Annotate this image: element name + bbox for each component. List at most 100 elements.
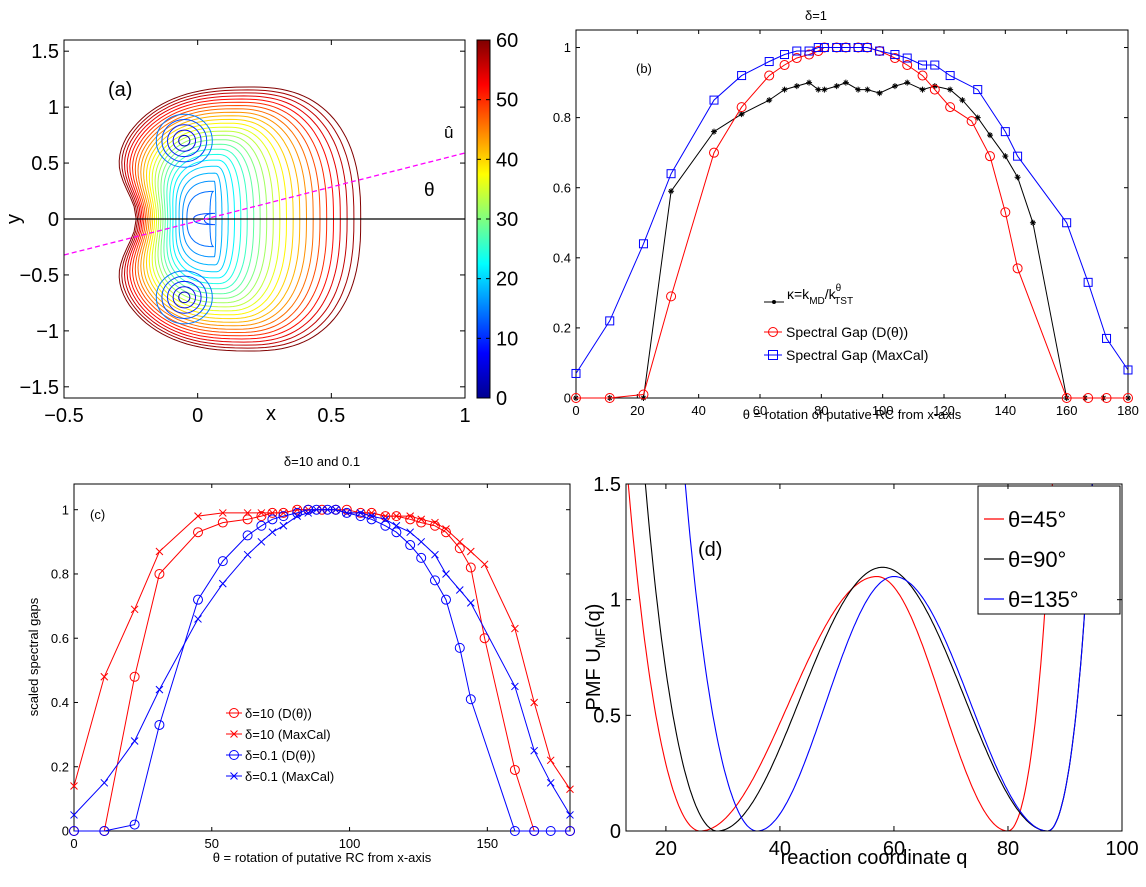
panel-c-line-chart: δ=10 and 0.1 (c) 0 50 100 150 0 0.2 0.4 0.6 0.8 1… — [26, 454, 575, 865]
data-point — [1013, 151, 1023, 161]
y-tick-label: 0.4 — [51, 695, 69, 710]
data-point — [904, 79, 911, 86]
data-point — [312, 505, 321, 514]
panel-d-line-chart: (d) reaction coordinate q PMF UMF(q) θ=4… — [583, 474, 1139, 869]
panel-c-label: (c) — [90, 507, 105, 522]
colorbar-tick-label: 20 — [496, 269, 518, 291]
data-point — [442, 525, 450, 533]
y-tick-label: 1.5 — [593, 474, 621, 496]
data-point — [267, 514, 278, 525]
data-point — [130, 605, 139, 614]
x-tick-label: 20 — [655, 838, 677, 860]
data-point — [945, 71, 955, 81]
colorbar-tick-label: 50 — [496, 90, 518, 112]
well-contour — [178, 291, 191, 304]
panel-b-legend: κ=kMD/kθ TST Spectral Gap (D(θ)) Spectral… — [764, 283, 928, 363]
data-point — [303, 504, 314, 515]
data-point — [243, 509, 252, 517]
x-tick-label: 0 — [70, 836, 77, 851]
data-point — [356, 509, 365, 517]
theta-annotation: θ — [424, 180, 435, 201]
data-point — [985, 151, 995, 162]
panel-b-line-chart: δ=1 (b) 0 20 40 60 80 100 120 140 160 180 0 0.2 0.4 0… — [553, 8, 1139, 422]
data-point — [666, 169, 676, 179]
data-point — [891, 83, 898, 90]
data-point — [709, 147, 719, 158]
data-point — [466, 599, 475, 607]
data-point — [323, 505, 332, 514]
data-point — [465, 694, 476, 705]
x-tick-label: 100 — [339, 836, 361, 851]
data-point — [465, 562, 476, 573]
data-point — [416, 552, 427, 563]
colorbar-tick-label: 40 — [496, 149, 518, 171]
data-point — [279, 521, 288, 530]
data-point — [256, 511, 267, 522]
y-tick-label: −1.5 — [20, 377, 59, 399]
series-line — [576, 47, 1128, 399]
panel-b-xlabel: θ = rotation of putative RC from x-axis — [743, 407, 962, 422]
data-point — [392, 512, 401, 520]
panel-c-axes — [73, 483, 571, 832]
data-point — [638, 389, 649, 400]
data-point — [605, 316, 615, 326]
data-point — [278, 511, 289, 522]
panel-a-label: (a) — [108, 79, 132, 101]
data-point — [711, 128, 717, 135]
data-point — [509, 826, 520, 836]
panel-c-xlabel: θ = rotation of putative RC from x-axis — [213, 850, 432, 865]
data-point — [69, 826, 79, 836]
y-tick-label: 0.5 — [593, 705, 621, 727]
data-point — [1102, 333, 1112, 343]
panel-b-label: (b) — [636, 61, 652, 76]
data-point — [1083, 277, 1093, 287]
legend-label: δ=10 (D(θ)) — [245, 706, 312, 721]
x-tick-label: 80 — [814, 403, 828, 418]
data-point — [243, 550, 252, 559]
y-tick-label: 0 — [62, 824, 69, 839]
well-contour — [167, 280, 202, 314]
y-tick-label: 0.6 — [553, 180, 571, 195]
data-point — [1083, 393, 1094, 403]
data-point — [129, 819, 140, 830]
panel-d-label: (d) — [698, 539, 722, 561]
y-tick-label: 0 — [48, 209, 59, 231]
y-tick-label: 0.6 — [51, 631, 69, 646]
panel-a-contour: (a) û θ −0.5 0 0.5 1−1.5−1−0.500.511.5 x y … — [3, 30, 518, 427]
data-point — [367, 512, 376, 520]
x-tick-label: 150 — [476, 836, 498, 851]
data-point — [1123, 393, 1133, 403]
well-contour — [167, 124, 202, 158]
series-line — [576, 82, 1128, 399]
data-point — [218, 509, 227, 517]
data-point — [930, 60, 940, 70]
pmf-curve — [684, 484, 1093, 831]
data-point — [815, 86, 822, 93]
data-point — [841, 43, 851, 53]
data-point — [130, 737, 139, 745]
u-hat-direction-line — [63, 152, 466, 256]
data-point — [640, 395, 647, 401]
data-point — [565, 826, 575, 836]
x-tick-label: 100 — [1105, 838, 1138, 860]
legend-marker — [230, 772, 238, 780]
data-point — [764, 57, 774, 67]
data-point — [431, 550, 439, 559]
data-point — [638, 239, 648, 249]
data-point — [154, 719, 165, 730]
data-point — [381, 515, 390, 524]
data-point — [405, 514, 416, 525]
x-tick-label: 0 — [192, 405, 203, 427]
data-point — [441, 527, 451, 538]
well-contour — [161, 118, 208, 163]
y-tick-label: 0.8 — [553, 110, 571, 125]
data-point — [917, 70, 928, 81]
data-point — [218, 579, 227, 588]
x-tick-label: 60 — [883, 838, 905, 860]
data-point — [764, 70, 775, 81]
panel-d-xlabel: reaction coordinate q — [781, 847, 968, 869]
data-point — [1101, 393, 1112, 403]
data-point — [545, 826, 556, 836]
y-tick-label: 0.4 — [553, 250, 571, 265]
data-point — [509, 764, 520, 775]
